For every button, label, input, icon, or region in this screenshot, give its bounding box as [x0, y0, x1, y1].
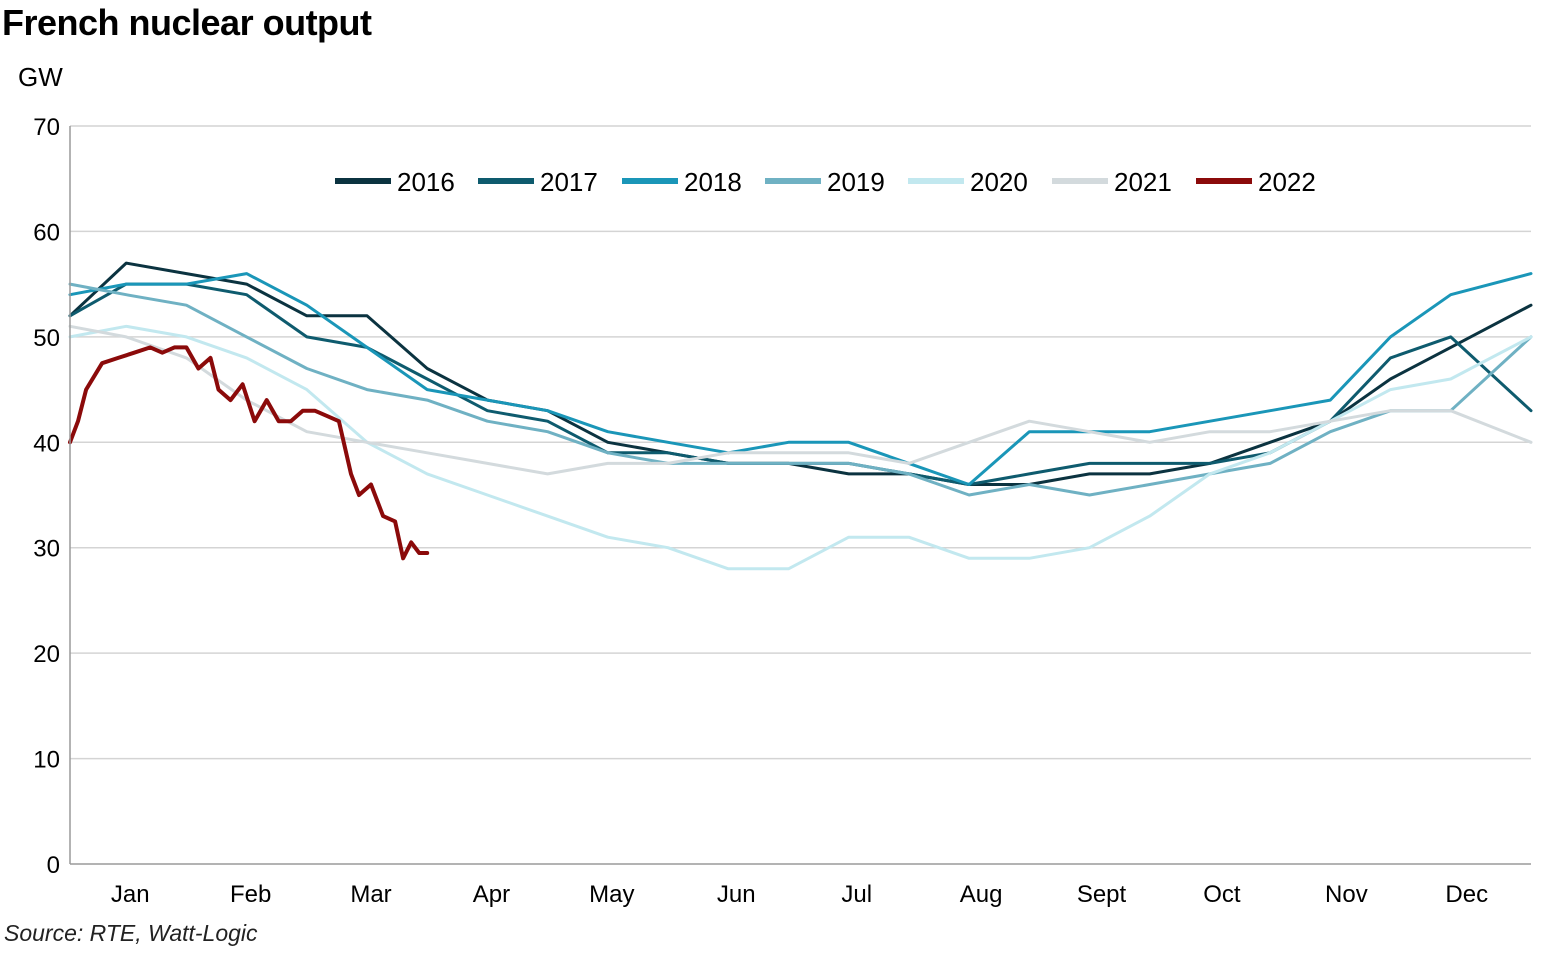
legend-label-2021: 2021 [1114, 167, 1172, 197]
y-tick-label: 10 [33, 747, 60, 774]
y-tick-label: 70 [33, 114, 60, 141]
x-tick-label-dec: Dec [1445, 881, 1488, 908]
legend-label-2017: 2017 [540, 167, 598, 197]
y-axis-unit-label: GW [18, 62, 63, 92]
x-tick-label-aug: Aug [960, 881, 1003, 908]
series-lines [68, 261, 1533, 571]
x-tick-label-jan: Jan [111, 881, 150, 908]
series-line-2018 [68, 272, 1533, 486]
x-tick-label-apr: Apr [473, 881, 510, 908]
legend-label-2016: 2016 [397, 167, 455, 197]
series-line-2021 [68, 324, 1533, 476]
y-tick-label: 30 [33, 536, 60, 563]
y-tick-label: 40 [33, 430, 60, 457]
x-tick-label-sept: Sept [1077, 881, 1127, 908]
series-line-2022 [68, 345, 430, 561]
y-tick-label: 60 [33, 219, 60, 246]
legend-label-2020: 2020 [970, 167, 1028, 197]
x-tick-label-may: May [589, 881, 634, 908]
legend-label-2022: 2022 [1258, 167, 1316, 197]
source-note: Source: RTE, Watt-Logic [4, 920, 258, 946]
gridlines [70, 125, 1531, 760]
x-tick-label-jun: Jun [717, 881, 756, 908]
series-line-2020 [68, 324, 1533, 571]
y-axis-ticks: 0 10 20 30 40 50 60 70 [33, 114, 60, 879]
legend-label-2019: 2019 [827, 167, 885, 197]
x-tick-label-mar: Mar [350, 881, 391, 908]
y-tick-label: 50 [33, 325, 60, 352]
x-axis-month-labels: Jan Feb Mar Apr May Jun Jul Aug Sept Oct Nov Dec [111, 881, 1488, 908]
chart-title: French nuclear output [2, 2, 372, 43]
x-tick-label-oct: Oct [1203, 881, 1241, 908]
series-line-2017 [68, 282, 1533, 486]
legend: 2016 2017 2018 2019 2020 2021 2022 [335, 167, 1316, 197]
legend-label-2018: 2018 [684, 167, 742, 197]
series-line-2019 [68, 282, 1533, 497]
x-tick-label-feb: Feb [230, 881, 271, 908]
y-tick-label: 0 [47, 852, 60, 879]
x-tick-label-nov: Nov [1325, 881, 1368, 908]
y-tick-label: 20 [33, 641, 60, 668]
x-tick-label-jul: Jul [841, 881, 872, 908]
